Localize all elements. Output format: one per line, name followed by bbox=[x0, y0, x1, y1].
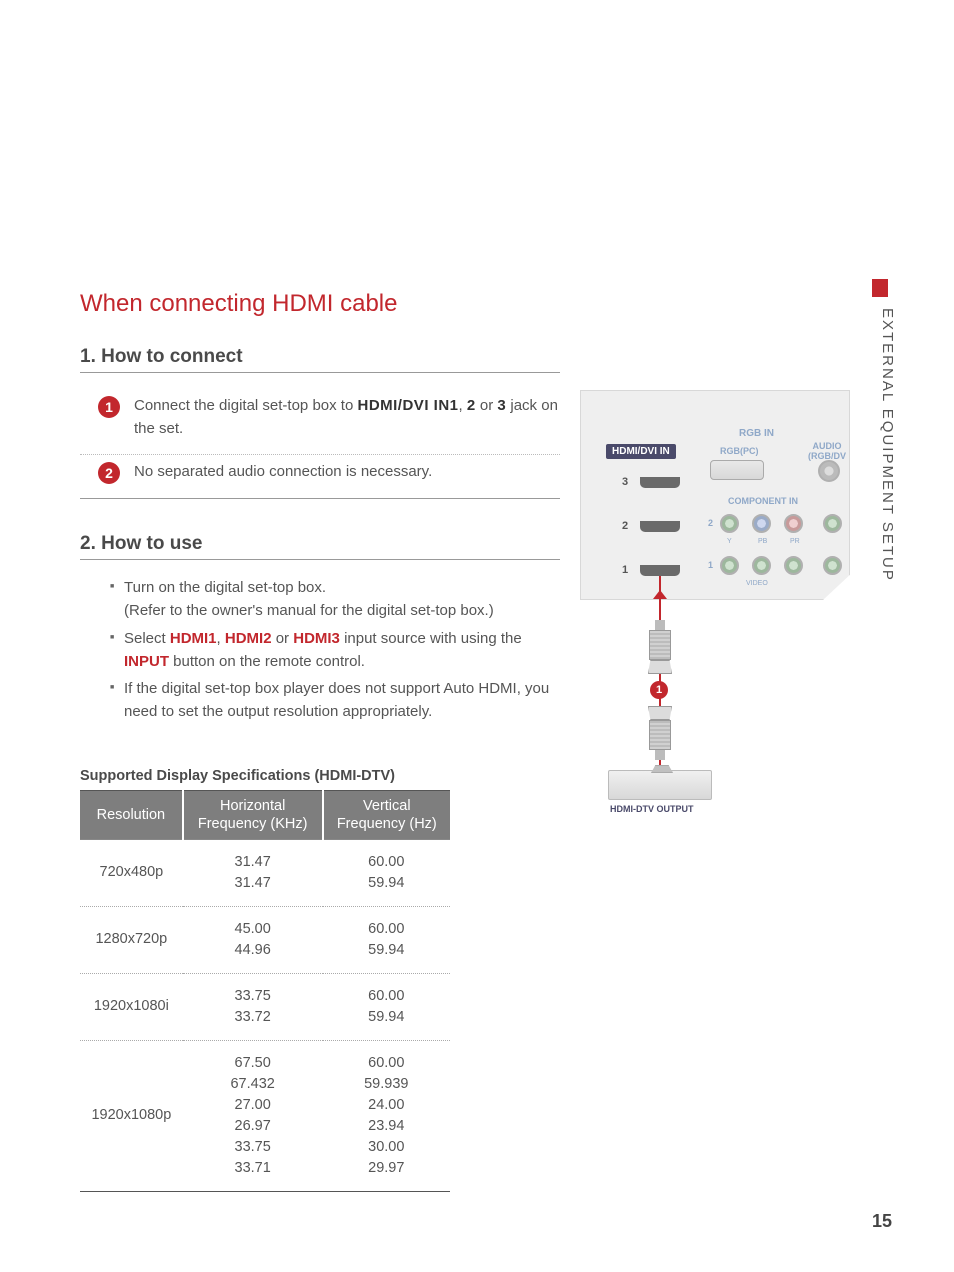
cell-res: 1920x1080p bbox=[80, 1040, 183, 1191]
t: 3 bbox=[497, 397, 506, 414]
t: HDMI1 bbox=[170, 630, 217, 647]
connection-diagram: HDMI/DVI IN 3 2 1 RGB IN RGB(PC) AUDIO (… bbox=[580, 390, 850, 810]
t: Select bbox=[124, 630, 170, 647]
step-1: 1 Connect the digital set-top box to HDM… bbox=[80, 389, 560, 455]
rca-jack-icon bbox=[823, 556, 842, 575]
table-title: Supported Display Specifications (HDMI-D… bbox=[80, 768, 560, 784]
component-in-label: COMPONENT IN bbox=[728, 496, 798, 506]
table-row: 720x480p 31.47 31.47 60.00 59.94 bbox=[80, 839, 450, 906]
th-resolution: Resolution bbox=[80, 790, 183, 839]
t: Turn on the digital set-top box. bbox=[124, 579, 326, 596]
t: Horizontal bbox=[220, 798, 285, 814]
audio-jack-icon bbox=[818, 460, 840, 482]
step-badge-2: 2 bbox=[98, 462, 120, 484]
cell-hf: 31.47 31.47 bbox=[183, 839, 323, 906]
hdmi-slot-3 bbox=[640, 477, 680, 488]
table-row: 1920x1080p 67.50 67.432 27.00 26.97 33.7… bbox=[80, 1040, 450, 1191]
t: , bbox=[217, 630, 225, 647]
diagram-step-badge-1: 1 bbox=[650, 681, 668, 699]
table-row: 1920x1080i 33.75 33.72 60.00 59.94 bbox=[80, 973, 450, 1040]
cell-hf: 45.00 44.96 bbox=[183, 906, 323, 973]
step-1-text: Connect the digital set-top box to HDMI/… bbox=[134, 395, 560, 440]
th-hfreq: Horizontal Frequency (KHz) bbox=[183, 790, 323, 839]
t: input source with using the bbox=[340, 630, 522, 647]
main-title: When connecting HDMI cable bbox=[80, 290, 560, 318]
slot-num-3: 3 bbox=[622, 476, 628, 488]
how-to-use-list: Turn on the digital set-top box. (Refer … bbox=[80, 576, 560, 724]
t: HDMI/DVI IN1 bbox=[357, 397, 458, 414]
section-how-to-use: 2. How to use bbox=[80, 533, 560, 560]
rca-jack-icon bbox=[752, 556, 771, 575]
cell-res: 1280x720p bbox=[80, 906, 183, 973]
bullet-3: If the digital set-top box player does n… bbox=[110, 677, 560, 724]
t: (Refer to the owner's manual for the dig… bbox=[124, 602, 494, 619]
pb-label: PB bbox=[758, 538, 767, 545]
cell-vf: 60.00 59.94 bbox=[323, 906, 450, 973]
pr-label: PR bbox=[790, 538, 800, 545]
t: Connect the digital set-top box to bbox=[134, 397, 357, 414]
cell-vf: 60.00 59.94 bbox=[323, 973, 450, 1040]
t: Frequency (Hz) bbox=[337, 816, 437, 832]
t: button on the remote control. bbox=[169, 653, 365, 670]
spec-table: Resolution Horizontal Frequency (KHz) Ver… bbox=[80, 790, 450, 1192]
t: INPUT bbox=[124, 653, 169, 670]
rca-jack-icon bbox=[720, 514, 739, 533]
y-label: Y bbox=[727, 538, 732, 545]
slot-num-1: 1 bbox=[622, 564, 628, 576]
tv-back-panel bbox=[580, 390, 850, 600]
t: HDMI2 bbox=[225, 630, 272, 647]
t: 2 bbox=[467, 397, 476, 414]
bullet-2: Select HDMI1, HDMI2 or HDMI3 input sourc… bbox=[110, 627, 560, 674]
hdmi-plug-bottom-icon bbox=[644, 704, 676, 760]
hdmi-slot-2 bbox=[640, 521, 680, 532]
cell-hf: 33.75 33.72 bbox=[183, 973, 323, 1040]
arrow-up-icon bbox=[653, 590, 667, 599]
rca-jack-icon bbox=[720, 556, 739, 575]
step-2: 2 No separated audio connection is neces… bbox=[80, 455, 560, 499]
t: Frequency (KHz) bbox=[198, 816, 308, 832]
hdmi-slot-1 bbox=[640, 565, 680, 576]
page-number: 15 bbox=[872, 1211, 892, 1232]
th-vfreq: Vertical Frequency (Hz) bbox=[323, 790, 450, 839]
t: HDMI3 bbox=[293, 630, 340, 647]
cell-hf: 67.50 67.432 27.00 26.97 33.75 33.71 bbox=[183, 1040, 323, 1191]
t: Vertical bbox=[363, 798, 411, 814]
set-top-box-icon bbox=[608, 770, 712, 800]
rgb-in-label: RGB IN bbox=[739, 428, 774, 439]
audio-label: AUDIO (RGB/DV bbox=[808, 442, 846, 462]
rca-jack-icon bbox=[784, 514, 803, 533]
side-tab-marker bbox=[872, 279, 888, 297]
rca-jack-icon bbox=[823, 514, 842, 533]
side-section-label: EXTERNAL EQUIPMENT SETUP bbox=[879, 308, 896, 582]
cell-res: 720x480p bbox=[80, 839, 183, 906]
video-label: VIDEO bbox=[746, 580, 768, 587]
cell-vf: 60.00 59.939 24.00 23.94 30.00 29.97 bbox=[323, 1040, 450, 1191]
component-row-2: 2 bbox=[708, 518, 713, 528]
step-2-text: No separated audio connection is necessa… bbox=[134, 461, 432, 484]
t: , bbox=[459, 397, 467, 414]
t: or bbox=[476, 397, 498, 414]
step-badge-1: 1 bbox=[98, 396, 120, 418]
rca-jack-icon bbox=[752, 514, 771, 533]
component-row-1: 1 bbox=[708, 560, 713, 570]
slot-num-2: 2 bbox=[622, 520, 628, 532]
cell-vf: 60.00 59.94 bbox=[323, 839, 450, 906]
cell-res: 1920x1080i bbox=[80, 973, 183, 1040]
hdmi-plug-top-icon bbox=[644, 620, 676, 676]
bullet-1: Turn on the digital set-top box. (Refer … bbox=[110, 576, 560, 623]
hdmi-dvi-in-label: HDMI/DVI IN bbox=[606, 444, 676, 459]
section-how-to-connect: 1. How to connect bbox=[80, 346, 560, 373]
rgb-pc-label: RGB(PC) bbox=[720, 446, 759, 456]
rca-jack-icon bbox=[784, 556, 803, 575]
hdmi-dtv-output-label: HDMI-DTV OUTPUT bbox=[610, 804, 694, 814]
vga-port-icon bbox=[710, 460, 764, 480]
table-row: 1280x720p 45.00 44.96 60.00 59.94 bbox=[80, 906, 450, 973]
t: or bbox=[272, 630, 294, 647]
